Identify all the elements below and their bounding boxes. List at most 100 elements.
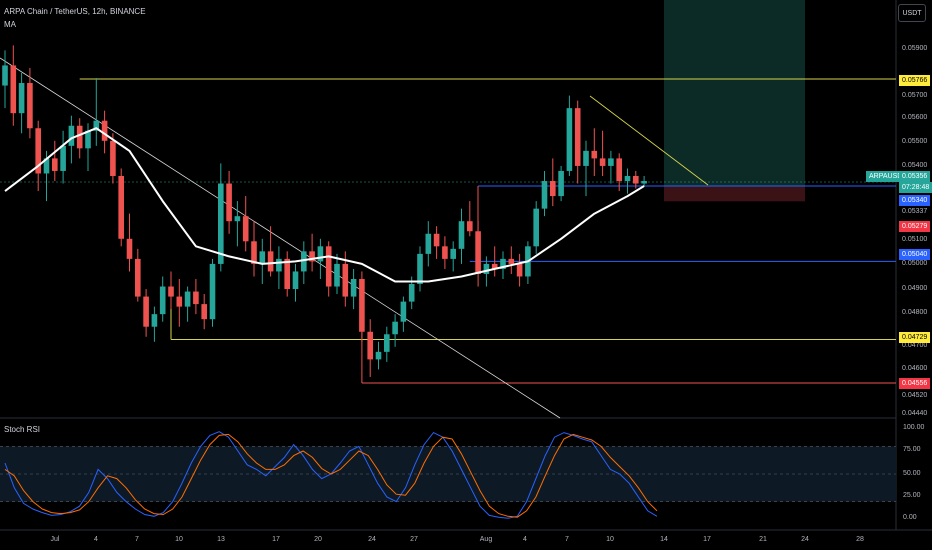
candle-body [218,183,224,264]
candle-body [209,263,216,320]
price-tick: 0.05337 [902,208,928,215]
price-tick: 0.04700 [902,342,928,349]
candle-body [508,258,515,264]
candle-body [143,296,149,327]
candle-body [93,120,100,131]
candle-body [85,130,91,149]
candle-body [475,231,481,274]
price-tick: 0.05400 [902,162,928,169]
long-position-profit-zone [664,0,805,187]
time-tick: 20 [314,536,322,543]
candle-body [193,291,199,305]
candle-body [242,216,249,242]
candle-body [135,258,141,297]
candle-body [566,108,573,171]
time-tick: 4 [523,536,527,543]
candle-body [159,286,166,315]
currency-button[interactable]: USDT [898,4,926,22]
candle-body [375,351,382,360]
candle-body [467,221,473,232]
price-tick: 0.04900 [902,285,928,292]
time-tick: 28 [856,536,864,543]
candle-body [591,150,598,159]
candle-body [76,125,83,149]
candle-body [458,221,465,249]
time-tick: Aug [479,536,493,543]
rsi-tick: 50.00 [903,470,921,477]
candle-body [10,65,17,114]
price-tick: 0.04600 [902,365,928,372]
price-tick: 0.05900 [902,45,928,52]
time-tick: 10 [175,536,183,543]
candle-body [342,263,349,297]
ma-indicator-label[interactable]: MA [4,20,16,29]
candle-body [301,251,307,272]
countdown-tag: 07:28:48 [899,182,932,193]
candle-body [317,246,324,262]
trendline-down [0,57,561,419]
price-tick: 0.05500 [902,138,928,145]
time-tick: 17 [703,536,711,543]
bottom-level-tag: 0.04556 [899,378,931,389]
stop-tag: 0.05279 [899,221,931,232]
candle-body [400,301,407,322]
candle-body [550,181,556,197]
price-tick: 0.04440 [902,410,928,417]
candle-body [350,278,357,297]
candle-body [35,128,41,174]
candle-body [267,251,274,272]
candle-body [168,286,174,297]
candle-body [624,175,631,182]
candle-body [616,158,622,182]
time-tick: 24 [801,536,809,543]
stoch-rsi-label[interactable]: Stoch RSI [4,425,41,434]
candle-body [533,208,539,247]
candle-body [27,83,33,129]
time-tick: 27 [410,536,418,543]
price-tick: 0.05000 [902,260,928,267]
candle-body [309,251,315,262]
candle-body [226,183,232,222]
candle-body [367,331,373,360]
candle-body [359,278,365,332]
time-tick: 10 [606,536,614,543]
time-tick: 13 [217,536,225,543]
moving-average-line [4,127,645,283]
rsi-tick: 0.00 [903,514,917,521]
candle-body [118,175,124,239]
rsi-tick: 75.00 [903,446,921,453]
candle-body [558,170,564,197]
candle-body [176,296,183,307]
candle-body [483,263,490,274]
support-tag: 0.05040 [899,249,931,260]
candle-body [599,158,606,166]
candle-body [541,181,548,209]
candle-body [641,181,647,184]
low-level-tag: 0.04729 [899,332,931,343]
candle-body [500,258,506,269]
price-tick: 0.04800 [902,309,928,316]
candle-body [251,241,257,264]
candle-body [417,253,423,285]
candle-body [442,246,448,259]
candle-body [384,334,390,352]
candle-body [126,238,133,259]
candle-body [392,321,398,335]
candle-body [433,233,440,247]
candle-body [101,120,108,141]
candle-body [425,233,432,254]
time-tick: 24 [368,536,376,543]
candle-body [60,145,66,171]
time-tick: 17 [272,536,280,543]
candle-body [276,258,282,272]
rsi-tick: 25.00 [903,492,921,499]
level-top-tag: 0.05766 [899,75,931,86]
price-tick: 0.05700 [902,92,928,99]
candle-body [408,284,415,302]
price-tick: 0.05600 [902,114,928,121]
candle-body [450,248,456,259]
trendline-short [589,95,709,186]
candle-body [633,175,639,184]
time-tick: 14 [660,536,668,543]
